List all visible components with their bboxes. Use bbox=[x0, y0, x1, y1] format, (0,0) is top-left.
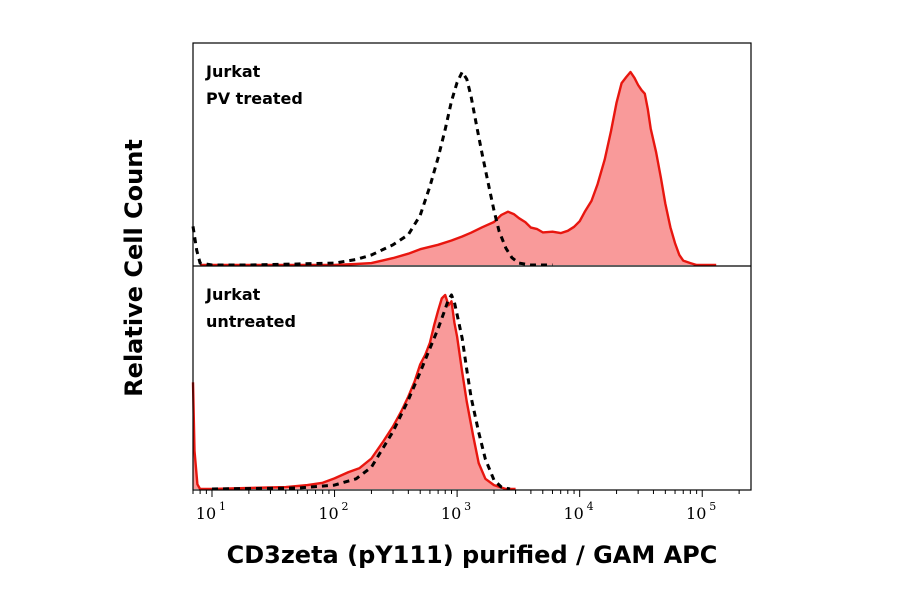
top-panel-label-line-2: PV treated bbox=[206, 89, 303, 108]
x-tick-exponent-2: 2 bbox=[342, 500, 349, 513]
panel-1-sample-line bbox=[200, 70, 717, 267]
x-axis-ticks: 10 1 10 2 10 3 10 4 10 5 bbox=[192, 490, 740, 523]
x-tick-label-3: 10 bbox=[441, 504, 461, 523]
bottom-panel: Jurkat untreated bbox=[191, 285, 516, 491]
panel-1-sample-fill bbox=[200, 72, 717, 265]
panel-2-control-line bbox=[211, 293, 511, 491]
y-axis-title: Relative Cell Count bbox=[120, 139, 148, 397]
bottom-panel-plot bbox=[191, 293, 516, 491]
x-tick-label-2: 10 bbox=[318, 504, 338, 523]
plot-frame bbox=[192, 42, 752, 491]
x-tick-label-4: 10 bbox=[563, 504, 583, 523]
top-panel: Jurkat PV treated bbox=[191, 62, 717, 267]
x-axis-title: CD3zeta (pY111) purified / GAM APC bbox=[227, 541, 718, 569]
x-tick-exponent-4: 4 bbox=[587, 500, 594, 513]
x-tick-label-5: 10 bbox=[686, 504, 706, 523]
x-tick-label-1: 10 bbox=[196, 504, 216, 523]
x-tick-exponent-3: 3 bbox=[464, 500, 471, 513]
top-panel-plot bbox=[191, 70, 717, 267]
panel-2-sample-fill bbox=[193, 295, 516, 489]
x-tick-exponent-5: 5 bbox=[709, 500, 716, 513]
panel-1-control-line bbox=[191, 70, 553, 267]
bottom-panel-label-line-1: Jurkat bbox=[205, 285, 261, 304]
panel-2-sample-line bbox=[191, 293, 516, 491]
bottom-panel-label-line-2: untreated bbox=[206, 312, 296, 331]
x-tick-exponent-1: 1 bbox=[219, 500, 226, 513]
top-panel-label-line-1: Jurkat bbox=[205, 62, 261, 81]
